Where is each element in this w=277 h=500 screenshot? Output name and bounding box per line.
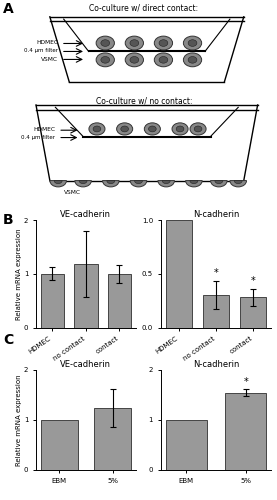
Circle shape bbox=[117, 123, 133, 135]
Wedge shape bbox=[79, 180, 87, 184]
Wedge shape bbox=[186, 180, 202, 187]
Circle shape bbox=[144, 123, 160, 135]
Bar bbox=[40, 420, 78, 470]
Circle shape bbox=[190, 123, 206, 135]
Bar bbox=[40, 274, 64, 328]
Wedge shape bbox=[211, 180, 227, 187]
Text: HDMEC: HDMEC bbox=[34, 127, 55, 132]
Text: C: C bbox=[3, 332, 13, 346]
Text: *: * bbox=[243, 377, 248, 387]
Circle shape bbox=[176, 126, 184, 132]
Circle shape bbox=[101, 40, 110, 46]
Circle shape bbox=[159, 56, 168, 63]
Circle shape bbox=[125, 36, 143, 50]
Bar bbox=[74, 264, 98, 328]
Circle shape bbox=[89, 123, 105, 135]
Wedge shape bbox=[215, 180, 223, 184]
Wedge shape bbox=[50, 180, 66, 187]
Circle shape bbox=[188, 40, 197, 46]
Circle shape bbox=[188, 56, 197, 63]
Wedge shape bbox=[190, 180, 198, 184]
Circle shape bbox=[183, 53, 202, 67]
Circle shape bbox=[172, 123, 188, 135]
Wedge shape bbox=[162, 180, 170, 184]
Wedge shape bbox=[230, 180, 247, 187]
Bar bbox=[166, 220, 192, 328]
Text: co-culture: co-culture bbox=[87, 414, 119, 418]
Text: HDMEC/VSMC: HDMEC/VSMC bbox=[81, 398, 124, 404]
Wedge shape bbox=[102, 180, 119, 187]
Circle shape bbox=[130, 40, 139, 46]
Circle shape bbox=[183, 36, 202, 50]
Text: 0.4 µm filter: 0.4 µm filter bbox=[24, 48, 58, 53]
Text: *: * bbox=[214, 268, 219, 278]
Wedge shape bbox=[107, 180, 115, 184]
Y-axis label: Relative mRNA expression: Relative mRNA expression bbox=[17, 228, 22, 320]
Wedge shape bbox=[130, 180, 147, 187]
Text: VSMC: VSMC bbox=[41, 57, 58, 62]
Title: N-cadherin: N-cadherin bbox=[193, 360, 239, 369]
Circle shape bbox=[194, 126, 202, 132]
Circle shape bbox=[125, 53, 143, 67]
Bar bbox=[108, 274, 131, 328]
Text: VSMC: VSMC bbox=[63, 190, 81, 195]
Text: HDMEC/VSMC: HDMEC/VSMC bbox=[213, 398, 256, 404]
Title: VE-cadherin: VE-cadherin bbox=[60, 360, 111, 369]
Circle shape bbox=[121, 126, 129, 132]
Text: co-culture: co-culture bbox=[219, 414, 251, 418]
Circle shape bbox=[159, 40, 168, 46]
Circle shape bbox=[101, 56, 110, 63]
Bar bbox=[94, 408, 131, 470]
Circle shape bbox=[96, 53, 114, 67]
Circle shape bbox=[154, 36, 173, 50]
Y-axis label: Relative mRNA expression: Relative mRNA expression bbox=[17, 374, 22, 466]
Text: *: * bbox=[251, 276, 256, 285]
Wedge shape bbox=[54, 180, 62, 184]
Bar bbox=[240, 298, 266, 328]
Wedge shape bbox=[234, 180, 242, 184]
Text: Co-culture w/ direct contact:: Co-culture w/ direct contact: bbox=[89, 3, 199, 12]
Text: B: B bbox=[3, 212, 13, 226]
Circle shape bbox=[130, 56, 139, 63]
Circle shape bbox=[154, 53, 173, 67]
Text: Co-culture w/ no contact:: Co-culture w/ no contact: bbox=[96, 96, 192, 106]
Circle shape bbox=[93, 126, 101, 132]
Title: VE-cadherin: VE-cadherin bbox=[60, 210, 111, 219]
Bar bbox=[225, 392, 266, 470]
Circle shape bbox=[96, 36, 114, 50]
Bar bbox=[166, 420, 207, 470]
Text: HDMEC: HDMEC bbox=[36, 40, 58, 45]
Text: A: A bbox=[3, 2, 14, 16]
Circle shape bbox=[148, 126, 156, 132]
Title: N-cadherin: N-cadherin bbox=[193, 210, 239, 219]
Text: 0.4 µm filter: 0.4 µm filter bbox=[21, 136, 55, 140]
Wedge shape bbox=[158, 180, 175, 187]
Bar bbox=[203, 295, 229, 328]
Wedge shape bbox=[135, 180, 142, 184]
Wedge shape bbox=[75, 180, 91, 187]
